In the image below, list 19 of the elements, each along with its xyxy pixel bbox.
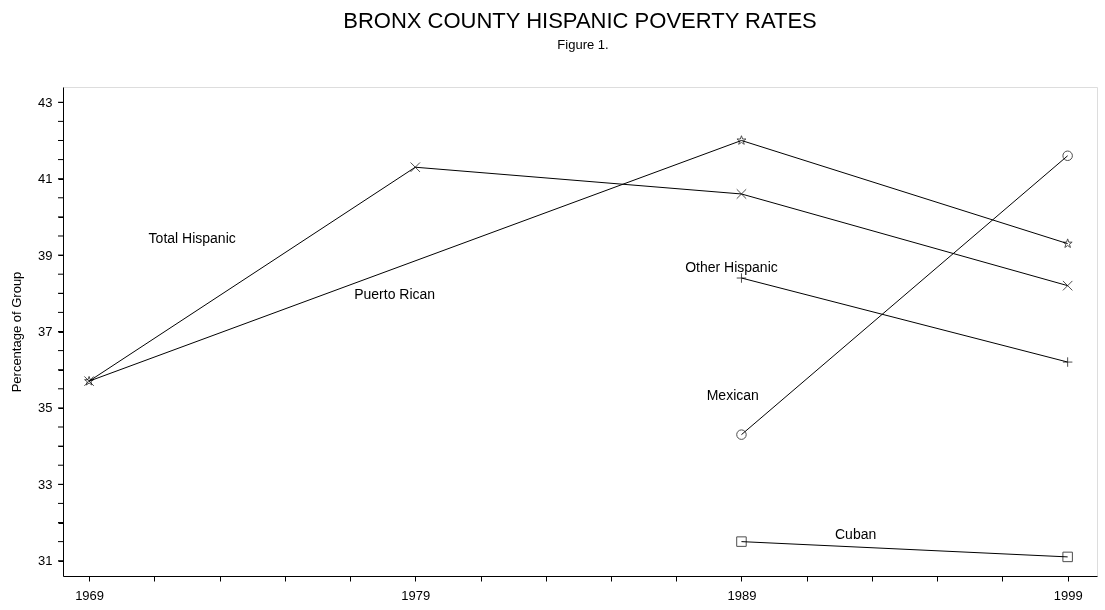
x-tick-label: 1999 — [1053, 587, 1083, 603]
series-label: Puerto Rican — [354, 285, 436, 302]
series-label: Other Hispanic — [685, 259, 778, 276]
text: Total Hispanic — [148, 230, 236, 247]
series-label: Mexican — [706, 386, 759, 403]
series-label: Cuban — [834, 525, 877, 542]
y-axis-title: Percentage of Group — [9, 271, 25, 393]
y-tick-label: 39 — [38, 247, 53, 263]
y-tick-label: 37 — [38, 324, 53, 339]
y-tick-label: 31 — [38, 553, 53, 569]
x-tick-label: 1979 — [401, 587, 431, 603]
x-tick-label: 1989 — [727, 587, 757, 603]
x-tick-label: 1969 — [75, 587, 105, 603]
y-tick-label: 35 — [38, 400, 53, 416]
y-tick-label: 41 — [38, 171, 53, 187]
caption: Figure 1. — [557, 37, 609, 52]
chart-title: BRONX COUNTY HISPANIC POVERTY RATES — [343, 8, 817, 33]
y-tick-label: 33 — [38, 476, 53, 492]
y-tick-label: 43 — [38, 94, 53, 110]
